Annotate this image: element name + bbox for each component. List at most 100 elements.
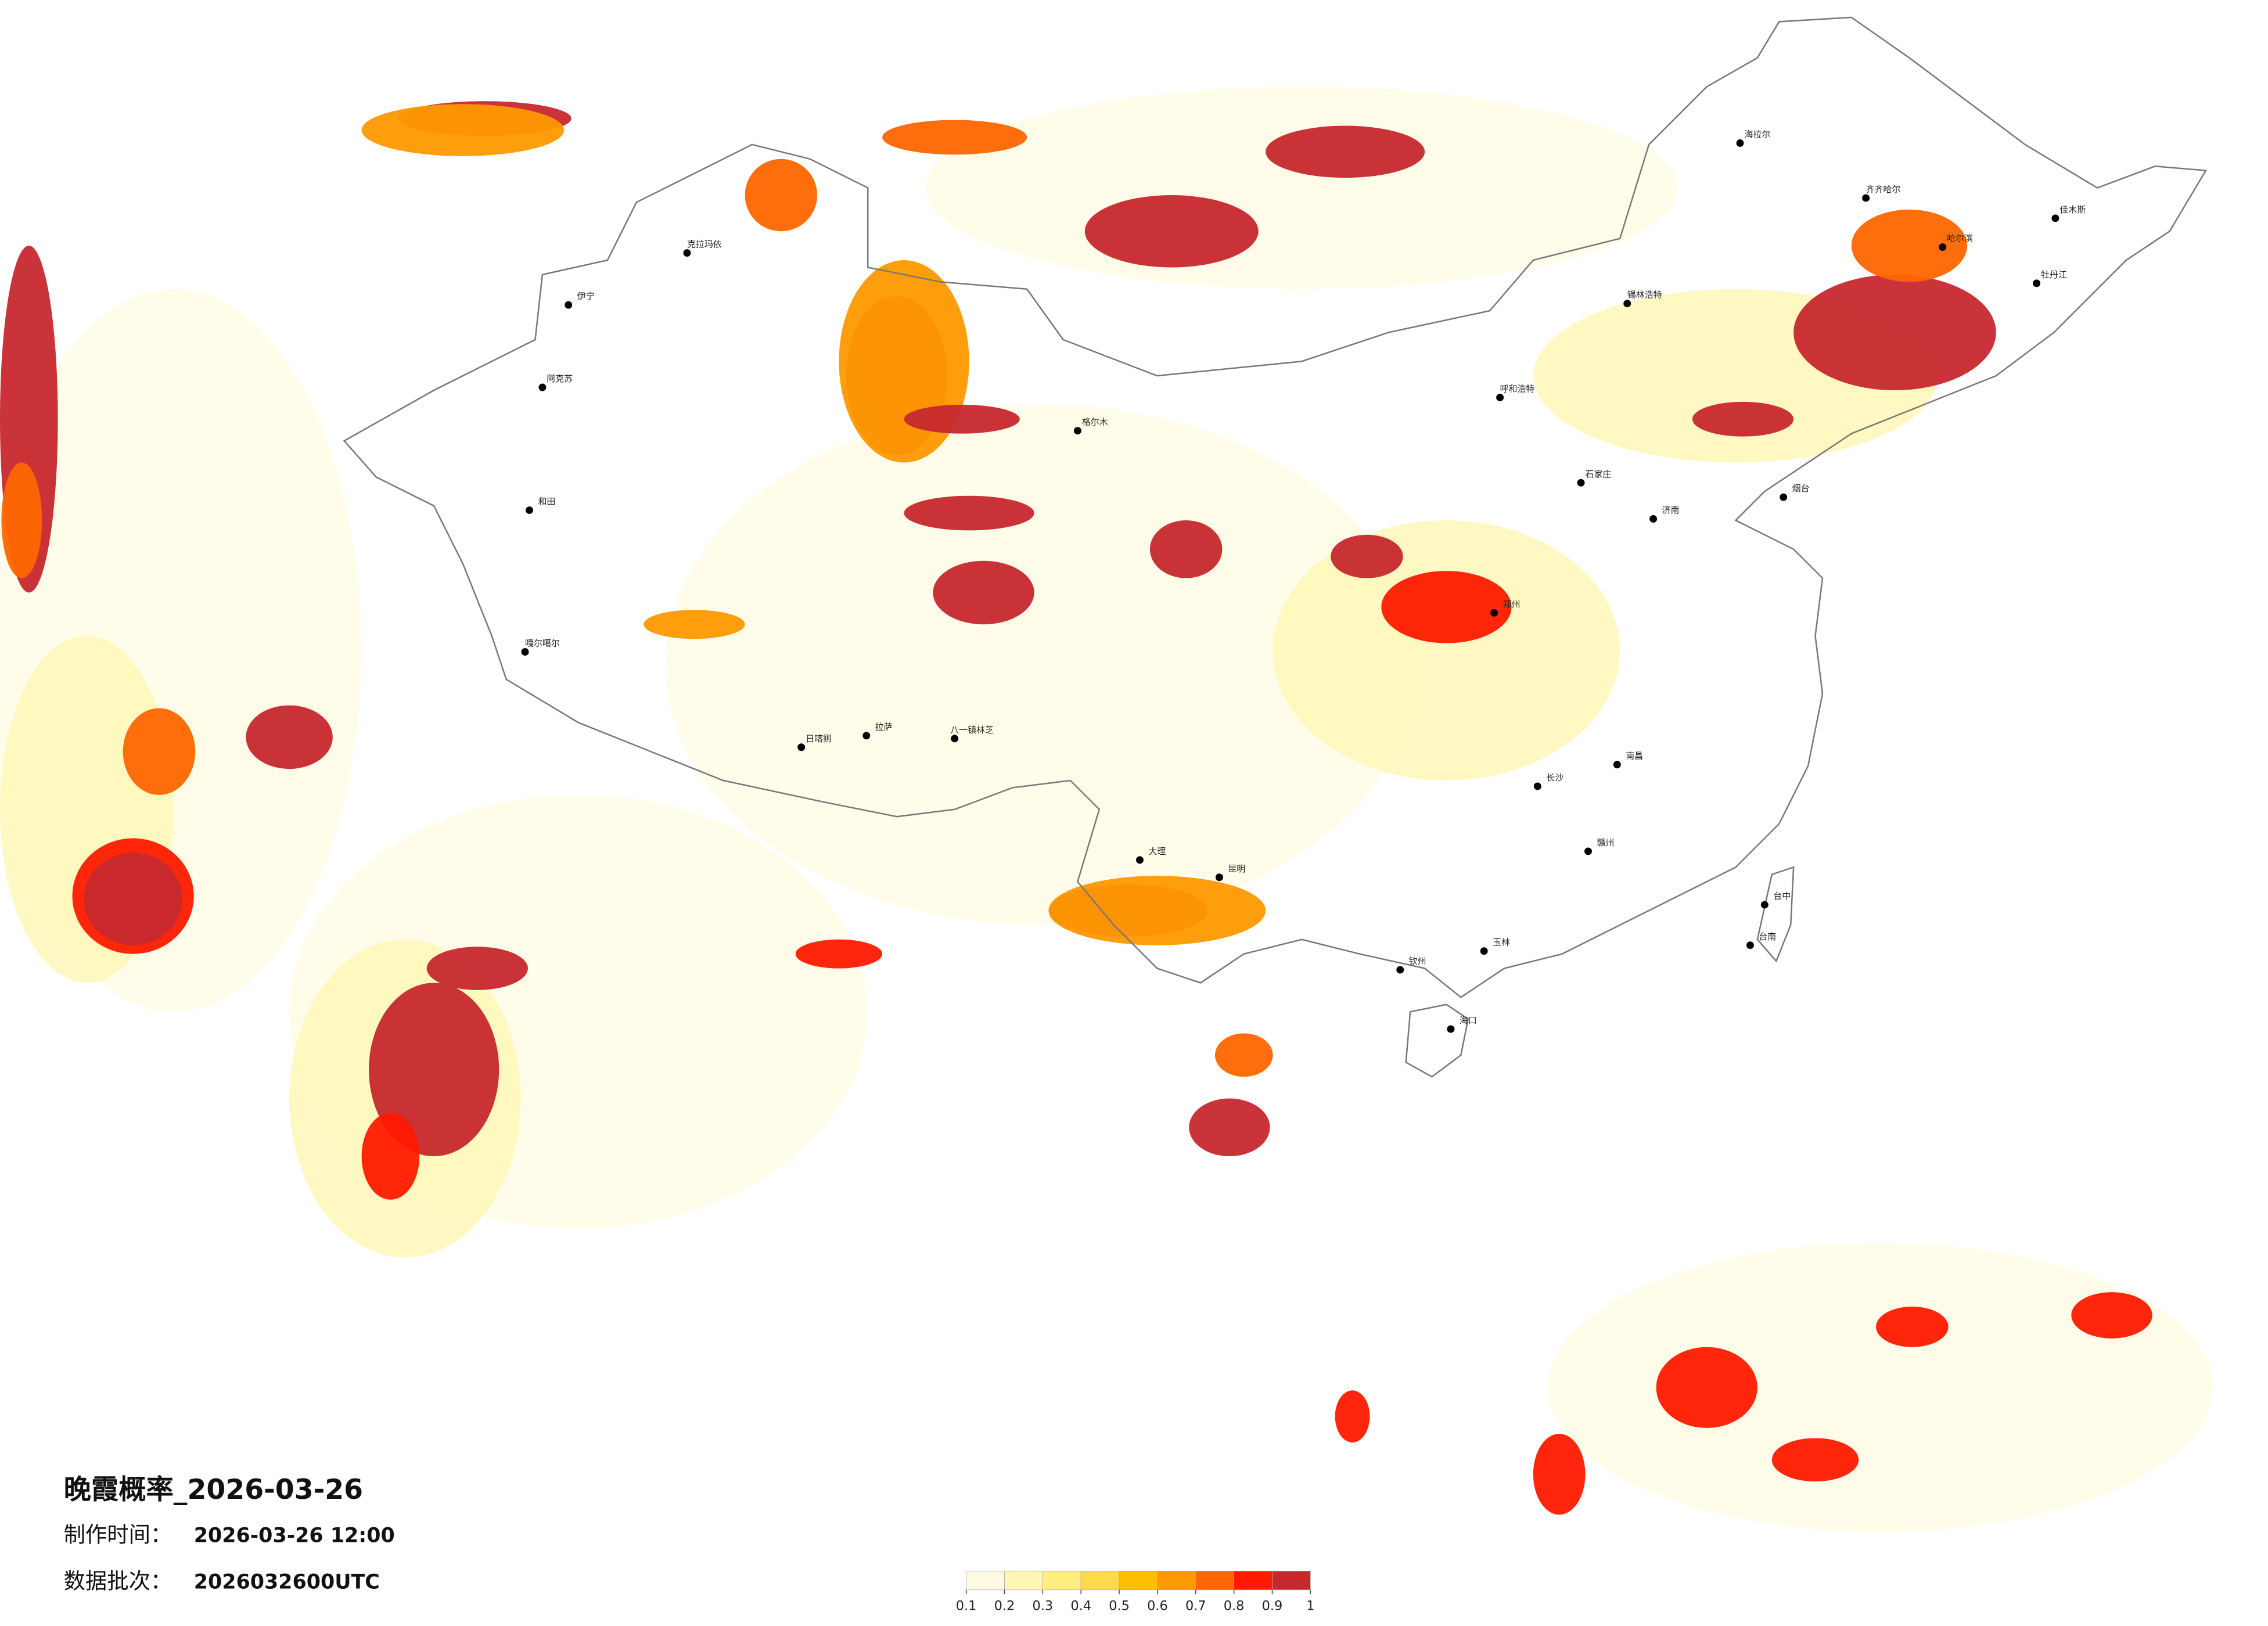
city-dot: [1496, 393, 1504, 401]
city-label: 齐齐哈尔: [1866, 184, 1901, 195]
city-label: 台中: [1773, 891, 1791, 901]
city-label: 海口: [1460, 1015, 1477, 1026]
city-label: 长沙: [1546, 772, 1563, 783]
city-dot: [1623, 300, 1631, 308]
colorbar-swatch: [1080, 1571, 1120, 1591]
country-outline: [343, 16, 2207, 998]
city-label: 锡林浩特: [1627, 290, 1662, 300]
probability-patch: [1381, 571, 1512, 643]
city-label: 台南: [1759, 931, 1776, 942]
colorbar-swatch: [1042, 1571, 1081, 1591]
city-dot: [683, 249, 691, 257]
probability-patch: [1189, 1098, 1270, 1157]
probability-patch: [369, 983, 499, 1157]
city-dot: [521, 648, 529, 656]
city-dot: [1447, 1025, 1455, 1033]
map-title: 晚霞概率_2026-03-26: [64, 1474, 364, 1506]
probability-patch: [933, 560, 1034, 625]
city-label: 格尔木: [1082, 417, 1108, 427]
city-dot: [1215, 873, 1223, 882]
city-label: 钦州: [1409, 956, 1426, 966]
probability-patch: [1876, 1306, 1949, 1347]
city-dot: [797, 743, 806, 751]
probability-patch: [1266, 125, 1425, 178]
city-label: 哈尔滨: [1947, 233, 1973, 244]
city-label: 八一镇林芝: [950, 725, 994, 735]
city-label: 玉林: [1493, 937, 1510, 948]
colorbar-swatch: [1195, 1571, 1234, 1591]
city-dot: [862, 732, 871, 740]
probability-patch: [1214, 1033, 1273, 1077]
city-label: 赣州: [1597, 837, 1614, 848]
colorbar-tick-label: 0.5: [1109, 1599, 1130, 1614]
city-label: 伊宁: [577, 291, 595, 301]
city-dot: [1613, 761, 1621, 769]
batch-label: 数据批次：: [64, 1568, 172, 1593]
probability-patch: [665, 404, 1418, 925]
city-dot: [538, 383, 547, 391]
probability-patch: [1771, 1438, 1859, 1482]
probability-patch: [1533, 1433, 1586, 1515]
probability-patch: [904, 404, 1020, 434]
colorbar: 0.1 0.2 0.3 0.4 0.5 0.6 0.7 0.8 0.9 1: [956, 1571, 1314, 1614]
probability-patch: [925, 87, 1678, 289]
city-label: 克拉玛依: [687, 239, 722, 250]
city-dot: [1746, 941, 1754, 949]
probability-patch: [246, 705, 333, 769]
city-label: 阿克苏: [547, 373, 573, 384]
colorbar-tick-label: 0.9: [1262, 1599, 1283, 1614]
probability-patch: [1547, 1243, 2213, 1533]
city-dot: [1490, 609, 1498, 617]
colorbar-tick-label: 0.2: [994, 1599, 1015, 1614]
probability-patch: [795, 939, 883, 969]
city-dot: [1939, 243, 1947, 251]
city-dot: [565, 301, 573, 309]
city-label: 郑州: [1503, 599, 1521, 609]
city-label: 昆明: [1228, 864, 1245, 874]
probability-patch: [1793, 274, 1996, 390]
city-dot: [1480, 947, 1488, 955]
city-label: 拉萨: [875, 722, 893, 732]
probability-patch: [361, 1113, 420, 1200]
batch: 2026032600UTC: [194, 1570, 380, 1593]
probability-patch: [426, 947, 529, 990]
city-label: 烟台: [1792, 483, 1810, 494]
probability-patch: [882, 120, 1027, 155]
city-label: 牡丹江: [2041, 269, 2067, 280]
city-dot: [1862, 194, 1870, 202]
probability-patch: [1, 462, 42, 578]
made-time: 2026-03-26 12:00: [194, 1524, 395, 1548]
probability-patch: [904, 495, 1034, 531]
probability-patch: [1656, 1347, 1757, 1429]
probability-patch: [361, 104, 565, 156]
colorbar-tick-label: 0.6: [1147, 1599, 1168, 1614]
city-label: 嘎尔噶尔: [525, 638, 560, 649]
city-dot: [1135, 856, 1144, 864]
city-dot: [951, 735, 959, 743]
city-label: 和田: [538, 497, 555, 507]
city-dot: [1760, 901, 1769, 909]
colorbar-swatch: [1119, 1571, 1158, 1591]
city-dot: [2051, 214, 2059, 222]
city-dot: [1736, 139, 1744, 147]
colorbar-swatch: [1157, 1571, 1196, 1591]
city-label: 大理: [1148, 846, 1166, 857]
city-dot: [1073, 427, 1081, 435]
probability-patch: [1048, 876, 1266, 945]
city-label: 日喀则: [806, 733, 832, 744]
city-dot: [2033, 279, 2041, 287]
city-label: 佳木斯: [2059, 204, 2086, 215]
probability-patch: [644, 610, 745, 639]
probability-patch: [84, 852, 182, 945]
colorbar-tick-label: 0.7: [1185, 1599, 1206, 1614]
colorbar-tick-label: 0.1: [956, 1599, 977, 1614]
city-dot: [526, 506, 533, 515]
city-dot: [1649, 515, 1658, 523]
colorbar-swatch: [966, 1571, 1005, 1591]
city-label: 呼和浩特: [1500, 383, 1535, 394]
probability-patch: [1084, 195, 1259, 268]
colorbar-tick-label: 0.3: [1033, 1599, 1054, 1614]
